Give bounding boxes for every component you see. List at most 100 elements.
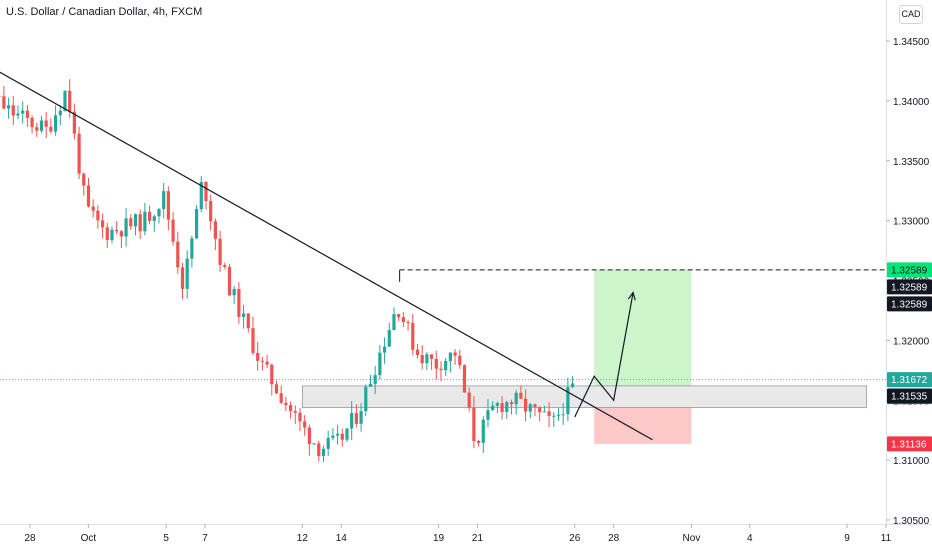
candle-body xyxy=(472,407,476,442)
candle-body xyxy=(270,364,274,385)
candle-body xyxy=(303,421,307,428)
x-tick-label: 5 xyxy=(163,533,169,544)
trendline xyxy=(0,71,653,441)
candle-body xyxy=(397,314,401,318)
candle-body xyxy=(373,375,377,384)
candle-body xyxy=(2,96,6,109)
candle-body xyxy=(115,229,119,232)
candle-body xyxy=(49,126,53,132)
candle-body xyxy=(265,361,269,365)
candle-body xyxy=(434,358,438,369)
candle-body xyxy=(218,238,222,265)
currency-button[interactable]: CAD xyxy=(899,5,923,24)
candle-body xyxy=(476,441,481,443)
candle-body xyxy=(162,191,166,210)
candle-body xyxy=(232,289,236,296)
candle-body xyxy=(256,352,260,361)
candle-body xyxy=(0,95,1,97)
candle-body xyxy=(307,427,311,444)
price-tag-label: 1.31535 xyxy=(891,392,928,403)
candle-body xyxy=(552,415,556,417)
candle-body xyxy=(566,387,570,415)
candle-body xyxy=(124,218,128,237)
x-tick-label: 21 xyxy=(472,533,484,544)
price-tag-stop xyxy=(887,436,932,452)
price-tag-label: 1.32589 xyxy=(891,299,928,310)
candle-body xyxy=(44,120,48,127)
price-tag-dark xyxy=(887,388,932,404)
candle-body xyxy=(171,219,175,242)
candle-body xyxy=(467,392,471,408)
candle-body xyxy=(570,383,575,388)
candle-body xyxy=(505,402,509,412)
candle-body xyxy=(119,231,123,237)
candle-body xyxy=(199,181,203,210)
candle-body xyxy=(11,105,15,116)
candle-body xyxy=(411,322,415,350)
candle-body xyxy=(326,437,330,449)
candle-body xyxy=(147,211,152,221)
candle-body xyxy=(561,414,565,416)
candle-body xyxy=(241,313,246,317)
candle-body xyxy=(321,448,326,457)
candle-body xyxy=(491,405,495,411)
candle-body xyxy=(6,105,11,109)
candle-body xyxy=(237,289,241,317)
candle-body xyxy=(364,386,368,412)
candle-body xyxy=(68,90,72,112)
candle-body xyxy=(547,411,551,416)
x-tick-label: 28 xyxy=(24,533,36,544)
projection-arrowhead xyxy=(627,291,636,301)
candle-body xyxy=(519,392,523,399)
candle-body xyxy=(129,218,133,227)
candle-body xyxy=(538,407,542,413)
x-tick-label: 28 xyxy=(608,533,620,544)
candle-body xyxy=(345,428,349,440)
candle-body xyxy=(91,206,95,211)
x-tick-label: 7 xyxy=(202,533,208,544)
candle-body xyxy=(354,413,358,424)
candle-body xyxy=(500,403,504,412)
candle-body xyxy=(209,201,213,222)
candle-body xyxy=(378,352,382,376)
candle-body xyxy=(429,354,434,359)
price-tag-last xyxy=(887,372,932,388)
candle-body xyxy=(72,111,76,134)
candle-body xyxy=(382,346,387,353)
candle-body xyxy=(21,110,25,114)
candle-body xyxy=(335,433,340,436)
candle-body xyxy=(312,443,316,445)
x-tick-label: Nov xyxy=(683,533,701,544)
candle-body xyxy=(279,393,283,403)
x-tick-label: 9 xyxy=(844,533,850,544)
candle-body xyxy=(458,355,462,366)
y-tick-label: 1.31000 xyxy=(893,456,930,467)
candle-body xyxy=(39,120,44,131)
candle-body xyxy=(439,368,443,371)
x-tick-label: 26 xyxy=(569,533,581,544)
x-tick-label: 12 xyxy=(297,533,309,544)
candle-body xyxy=(180,267,185,289)
candle-body xyxy=(317,443,321,457)
candle-body xyxy=(288,405,293,411)
candle-body xyxy=(495,403,499,406)
candle-body xyxy=(298,412,302,422)
candle-body xyxy=(138,214,142,232)
candle-body xyxy=(176,241,180,268)
candle-body xyxy=(110,229,114,241)
x-tick-label: Oct xyxy=(81,533,97,544)
candle-body xyxy=(406,322,410,324)
candle-body xyxy=(486,410,490,420)
x-tick-label: 11 xyxy=(881,533,892,544)
candle-body xyxy=(331,435,335,438)
price-tag-dark xyxy=(887,279,932,295)
candle-body xyxy=(185,258,189,289)
candle-body xyxy=(453,352,457,356)
candle-body xyxy=(77,133,81,174)
price-tag-label: 1.32589 xyxy=(891,265,928,276)
candle-body xyxy=(105,227,109,241)
candle-body xyxy=(444,361,448,371)
candle-body xyxy=(401,317,405,323)
